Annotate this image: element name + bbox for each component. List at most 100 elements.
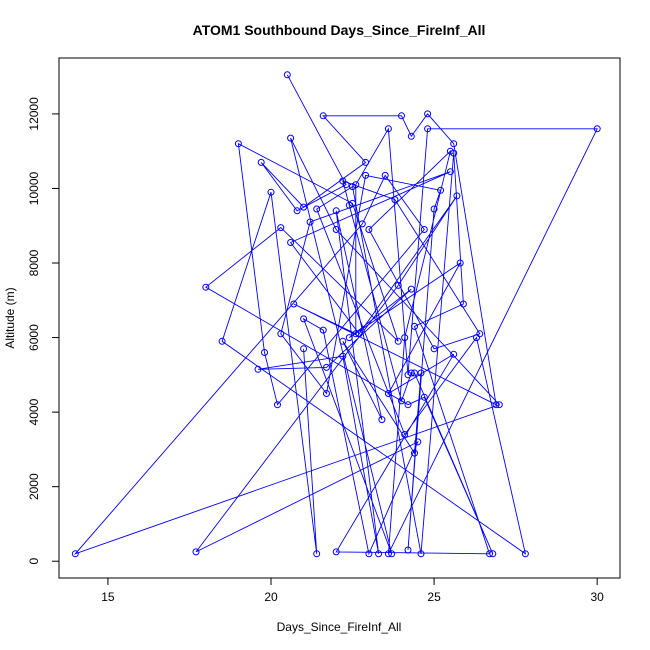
data-point [417, 550, 425, 558]
data-point [192, 548, 200, 556]
data-point [414, 438, 422, 446]
data-point [365, 550, 373, 558]
data-point [313, 550, 321, 558]
y-tick-label: 6000 [27, 324, 41, 351]
data-point [430, 205, 438, 213]
data-point [411, 449, 418, 457]
data-point [362, 158, 370, 166]
data-point [267, 188, 275, 196]
data-point [404, 371, 412, 379]
data-point [394, 337, 402, 345]
data-point [274, 401, 281, 409]
data-point [489, 550, 497, 558]
data-point [323, 363, 330, 371]
data-point [384, 390, 392, 397]
data-point [417, 369, 425, 377]
data-point [365, 226, 373, 233]
data-point [339, 352, 347, 360]
data-point [420, 226, 428, 233]
data-point [391, 196, 399, 204]
plot-frame [58, 57, 621, 579]
data-point [332, 548, 340, 556]
data-point [339, 177, 347, 185]
data-point [473, 334, 480, 342]
data-point [290, 300, 298, 308]
data-point [407, 285, 415, 293]
y-tick-label: 12000 [27, 97, 41, 131]
x-tick-label: 15 [101, 590, 115, 604]
data-point [339, 337, 347, 345]
data-point [234, 140, 242, 148]
data-point [424, 110, 432, 118]
data-point [437, 186, 445, 194]
data-point [401, 431, 409, 438]
data-point [398, 397, 405, 405]
chart-title: ATOM1 Southbound Days_Since_FireInf_All [193, 22, 486, 38]
data-point [332, 226, 340, 233]
data-point [277, 224, 285, 232]
data-point [362, 171, 370, 179]
data-point [424, 125, 432, 133]
y-tick-label: 4000 [27, 398, 41, 425]
y-tick-label: 2000 [27, 473, 41, 500]
data-point [453, 192, 461, 200]
data-point [388, 550, 396, 558]
data-point [352, 330, 360, 338]
data-point [355, 330, 363, 338]
data-point [446, 168, 454, 176]
data-point [450, 149, 458, 157]
data-point [261, 349, 268, 356]
data-point [319, 326, 327, 334]
data-point [277, 330, 285, 338]
data-point [257, 158, 265, 166]
y-tick-label: 10000 [27, 171, 41, 205]
data-point [319, 112, 327, 120]
data-point [323, 390, 330, 397]
data-point [593, 125, 601, 133]
x-axis-label: Days_Since_FireInf_All [277, 620, 402, 634]
data-point [394, 281, 402, 289]
data-point [287, 239, 295, 246]
x-tick-label: 30 [590, 590, 604, 604]
plot-layer [71, 71, 601, 558]
data-point [375, 550, 383, 558]
data-point [495, 401, 503, 409]
data-point [313, 205, 321, 213]
data-point [411, 322, 418, 330]
data-point [401, 334, 409, 342]
data-point [486, 550, 493, 558]
data-point [430, 345, 438, 353]
data-point [71, 550, 79, 558]
data-point [349, 183, 356, 191]
data-point [218, 337, 226, 345]
data-point [287, 134, 295, 142]
data-point [404, 401, 412, 409]
data-point [300, 315, 308, 323]
data-point [492, 401, 500, 409]
axes-layer: 15 20 25 30 0 2000 4000 6000 8000 10000 12000 [27, 97, 604, 604]
data-point [450, 140, 458, 148]
data-point [300, 345, 308, 353]
data-point [378, 416, 386, 424]
data-point [407, 132, 415, 140]
data-point [384, 550, 392, 558]
data-point [381, 171, 389, 179]
data-point [283, 71, 291, 79]
data-point [450, 350, 458, 358]
data-point [459, 300, 467, 308]
data-point [254, 365, 262, 373]
x-tick-label: 20 [264, 590, 278, 604]
data-point [521, 550, 529, 558]
series-line [73, 74, 598, 556]
y-tick-label: 8000 [27, 249, 41, 276]
data-point [293, 207, 301, 215]
data-point [202, 283, 210, 291]
y-tick-label: 0 [27, 558, 41, 565]
data-point [407, 369, 415, 377]
data-point [345, 334, 353, 342]
data-point [349, 199, 356, 207]
data-point [300, 203, 308, 211]
data-point [332, 207, 340, 215]
y-axis-label: Altitude (m) [3, 287, 17, 348]
